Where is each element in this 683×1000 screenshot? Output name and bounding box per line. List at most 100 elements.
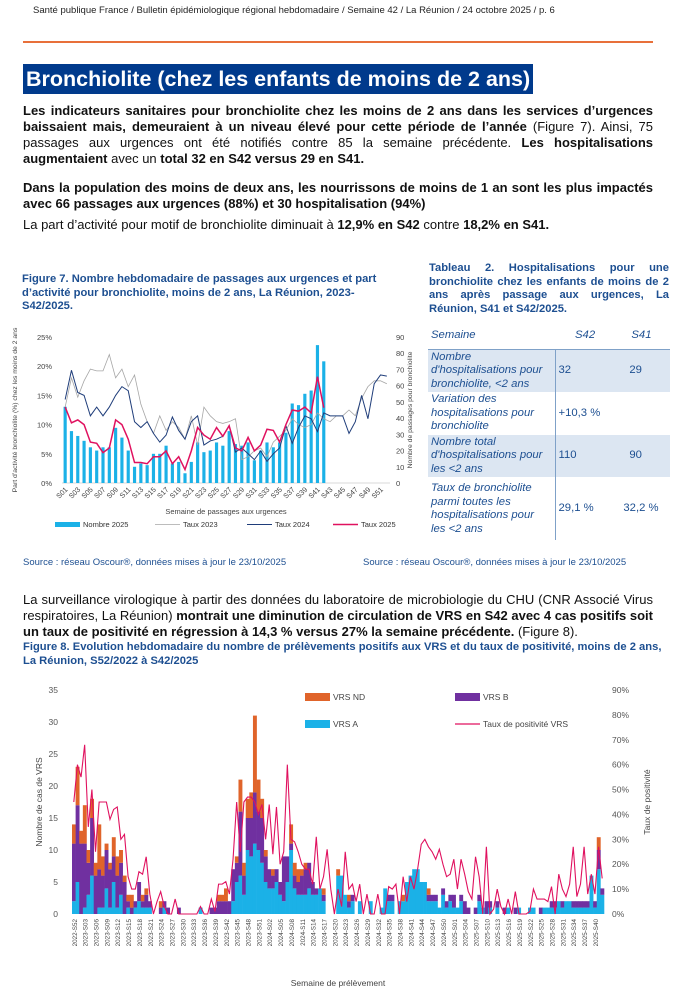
y-left-axis-title: Nombre de cas de VRS <box>34 757 44 847</box>
y-right-axis-title: Taux de positivité <box>642 769 652 834</box>
legend-swatch <box>305 693 330 701</box>
bar-vrs-b <box>133 901 138 908</box>
cell: 110 <box>555 434 612 477</box>
y-right-tick-label: 60% <box>612 760 629 770</box>
bar-vrs-a <box>336 875 341 914</box>
bar-vrs-a <box>274 882 279 914</box>
bar-vrs-b <box>104 850 109 889</box>
text-bold: Les hospitalisations augmentaient <box>23 135 653 166</box>
bar-vrs-nd <box>86 850 91 863</box>
bar-vrs-a <box>549 907 554 914</box>
y-left-tick-label: 10% <box>37 421 52 430</box>
bar-vrs-b <box>289 843 294 850</box>
bar-nombre-2025 <box>101 447 105 483</box>
bar-vrs-a <box>444 907 449 914</box>
y-right-tick-label: 90 <box>396 333 404 342</box>
bar-vrs-b <box>430 894 435 902</box>
bar-vrs-b <box>231 869 236 902</box>
paragraph-virology: La surveillance virologique à partir des… <box>23 592 653 640</box>
row-label: Nombre total d'hospitalisations pour les… <box>428 434 556 477</box>
bar-vrs-a <box>357 901 362 914</box>
bar-vrs-nd <box>216 894 221 902</box>
bar-vrs-a <box>531 907 536 914</box>
x-tick-label: 2023-S30 <box>180 919 187 947</box>
bar-vrs-b <box>126 901 131 908</box>
y-right-tick-label: 40% <box>612 809 629 819</box>
legend-label: VRS A <box>333 719 358 729</box>
bar-vrs-b <box>122 882 127 914</box>
bar-vrs-b <box>256 811 261 850</box>
bar-vrs-b <box>549 901 554 908</box>
section-title: Bronchiolite (chez les enfants de moins … <box>23 64 534 94</box>
bar-vrs-a <box>245 850 250 914</box>
bar-vrs-b <box>72 843 76 902</box>
bar-vrs-a <box>347 907 351 914</box>
bar-vrs-a <box>379 907 384 914</box>
x-tick-label: 2025-S34 <box>571 919 578 947</box>
y-right-tick-label: 60 <box>396 382 404 391</box>
legend-label: Taux 2025 <box>361 520 396 529</box>
x-axis-title: Semaine de prélèvement <box>291 978 386 988</box>
bar-vrs-b <box>271 875 275 889</box>
bar-vrs-b <box>513 907 518 914</box>
y-right-tick-label: 30 <box>396 430 404 439</box>
x-tick-label: 2023-S48 <box>246 919 253 947</box>
table-row: Nombre total d'hospitalisations pour les… <box>428 434 670 477</box>
bar-nombre-2025 <box>322 361 326 483</box>
bar-vrs-b <box>252 792 257 844</box>
bar-nombre-2025 <box>69 431 74 483</box>
table-row: Variation des hospitalisations pour bron… <box>428 392 670 435</box>
y-right-tick-label: 10% <box>612 884 629 894</box>
bar-vrs-a <box>126 907 131 914</box>
bar-vrs-b <box>115 875 120 908</box>
figure8-title: Figure 8. Evolution hebdomadaire du nomb… <box>23 641 662 667</box>
bar-vrs-b <box>350 894 355 902</box>
bar-vrs-nd <box>271 869 275 876</box>
bar-vrs-b <box>292 875 297 889</box>
bar-vrs-a <box>300 894 304 914</box>
bar-vrs-a <box>567 901 572 914</box>
bar-vrs-a <box>86 894 91 914</box>
bar-nombre-2025 <box>76 435 80 483</box>
bar-vrs-a <box>115 907 120 914</box>
bar-vrs-nd <box>292 862 297 876</box>
bar-vrs-a <box>517 907 522 914</box>
bar-vrs-a <box>314 894 319 914</box>
bar-nombre-2025 <box>145 465 149 483</box>
row-label: Variation des hospitalisations pour bron… <box>428 392 556 435</box>
bar-vrs-a <box>596 869 601 914</box>
paragraph-ed-summary: Les indicateurs sanitaires pour bronchio… <box>23 103 653 167</box>
bar-vrs-a <box>419 882 424 914</box>
bar-vrs-a <box>119 894 123 914</box>
y-right-tick-label: 0% <box>612 909 625 919</box>
cell: 29 <box>611 349 670 392</box>
x-tick-label: 2023-S18 <box>137 919 144 947</box>
bar-vrs-a <box>350 901 355 914</box>
cell: +10,3 % <box>558 406 601 419</box>
y-right-tick-label: 40 <box>396 414 404 423</box>
bar-vrs-a <box>162 907 167 914</box>
bar-vrs-nd <box>263 850 268 857</box>
bar-nombre-2025 <box>95 450 99 483</box>
bar-vrs-a <box>390 901 395 914</box>
bar-vrs-b <box>314 888 319 895</box>
bar-vrs-a <box>137 901 142 914</box>
table-header-row: Semaine S42 S41 <box>428 322 670 350</box>
cell: 32 <box>555 349 612 392</box>
header-cell: S42 <box>555 322 612 350</box>
cell: 90 <box>611 434 670 477</box>
x-tick-label: 2025-S40 <box>593 919 600 947</box>
bar-vrs-a <box>593 907 598 914</box>
bar-vrs-b <box>278 882 283 895</box>
bar-vrs-b <box>75 805 80 882</box>
bar-vrs-b <box>93 875 98 914</box>
bar-vrs-a <box>578 907 583 914</box>
y-right-tick-label: 70% <box>612 735 629 745</box>
bar-nombre-2025 <box>221 445 225 483</box>
bar-nombre-2025 <box>246 442 250 483</box>
legend-label: Nombre 2025 <box>83 520 128 529</box>
y-right-tick-label: 90% <box>612 685 629 695</box>
y-left-tick-label: 0 <box>53 909 58 919</box>
y-right-tick-label: 0 <box>396 479 400 488</box>
bar-vrs-nd <box>238 779 243 812</box>
